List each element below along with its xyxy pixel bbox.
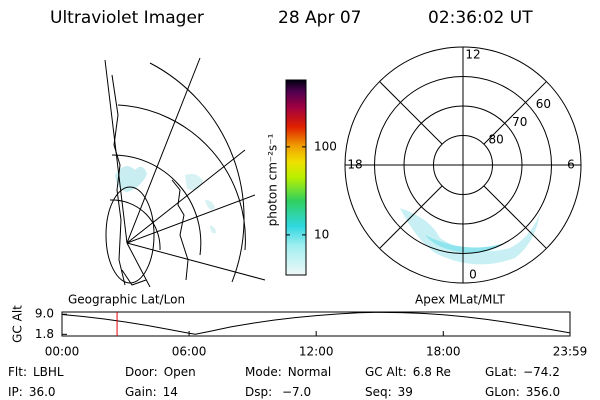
time: 02:36:02 UT — [428, 8, 533, 28]
geo-map — [104, 57, 266, 287]
info-label: Dsp: — [245, 385, 272, 399]
info-label: GLat: — [485, 365, 517, 379]
info-value: Open — [164, 365, 196, 379]
mlt-spoke — [379, 81, 443, 145]
lat-label: 70 — [512, 115, 527, 129]
info-value: −74.2 — [523, 365, 560, 379]
mlt-spoke — [483, 81, 547, 145]
x-tick-label: 23:59 — [553, 345, 588, 359]
info-field: GC Alt: 6.8 Re — [365, 365, 451, 379]
y-axis-label: GC Alt — [11, 305, 25, 343]
info-label: Mode: — [245, 365, 282, 379]
info-label: Seq: — [365, 385, 392, 399]
aurora-blob — [425, 235, 505, 253]
aurora-blob — [400, 208, 540, 265]
map-arc — [117, 104, 246, 251]
coastline — [111, 74, 189, 286]
meridian — [104, 57, 266, 287]
info-field: Door: Open — [125, 365, 196, 379]
mlt-label: 0 — [469, 268, 477, 282]
info-value: 39 — [398, 385, 413, 399]
info-field: Seq: 39 — [365, 385, 413, 399]
mlt-label: 18 — [347, 158, 362, 172]
altitude-line — [61, 311, 570, 335]
info-value: 6.8 Re — [413, 365, 451, 379]
info-field: Dsp: −7.0 — [245, 385, 311, 399]
info-value: 36.0 — [29, 385, 56, 399]
info-label: IP: — [8, 385, 23, 399]
info-field: GLat: −74.2 — [485, 365, 560, 379]
aurora-blob — [115, 166, 147, 192]
date: 28 Apr 07 — [278, 8, 361, 28]
info-value: LBHL — [33, 365, 64, 379]
mlt-spoke — [379, 185, 443, 249]
info-label: GLon: — [485, 385, 520, 399]
info-field: IP: 36.0 — [8, 385, 56, 399]
info-label: GC Alt: — [365, 365, 407, 379]
lat-label: 60 — [536, 97, 551, 111]
map-arc — [149, 62, 245, 283]
map-arc — [109, 199, 161, 251]
y-tick-label: 9.0 — [35, 307, 54, 321]
aurora-blob — [185, 173, 216, 234]
mlt-spoke — [483, 185, 547, 249]
info-field: GLon: 356.0 — [485, 385, 560, 399]
colorbar — [285, 79, 307, 276]
colorbar-tick-label: 10 — [314, 227, 329, 241]
map-arc — [105, 186, 155, 284]
x-tick-label: 12:00 — [299, 345, 334, 359]
info-value: Normal — [288, 365, 331, 379]
y-tick-label: 1.8 — [35, 327, 54, 341]
info-value: 356.0 — [526, 385, 560, 399]
x-tick-label: 06:00 — [172, 345, 207, 359]
info-field: Gain: 14 — [125, 385, 178, 399]
mlt-label: 6 — [567, 158, 575, 172]
title: Ultraviolet Imager — [50, 8, 204, 28]
info-field: Mode: Normal — [245, 365, 331, 379]
x-tick-label: 18:00 — [426, 345, 461, 359]
colorbar-label: photon cm⁻²s⁻¹ — [266, 133, 280, 226]
colorbar-tick-label: 100 — [314, 139, 337, 153]
info-value: −7.0 — [278, 385, 311, 399]
info-label: Gain: — [125, 385, 157, 399]
info-label: Flt: — [8, 365, 27, 379]
mlt-label: 12 — [465, 48, 480, 62]
info-value: 14 — [163, 385, 178, 399]
info-label: Door: — [125, 365, 158, 379]
map-arc — [111, 154, 202, 256]
lat-label: 80 — [489, 133, 504, 147]
map-title: Geographic Lat/Lon — [68, 293, 185, 307]
x-tick-label: 00:00 — [45, 345, 80, 359]
polar-title: Apex MLat/MLT — [415, 293, 505, 307]
info-field: Flt: LBHL — [8, 365, 64, 379]
